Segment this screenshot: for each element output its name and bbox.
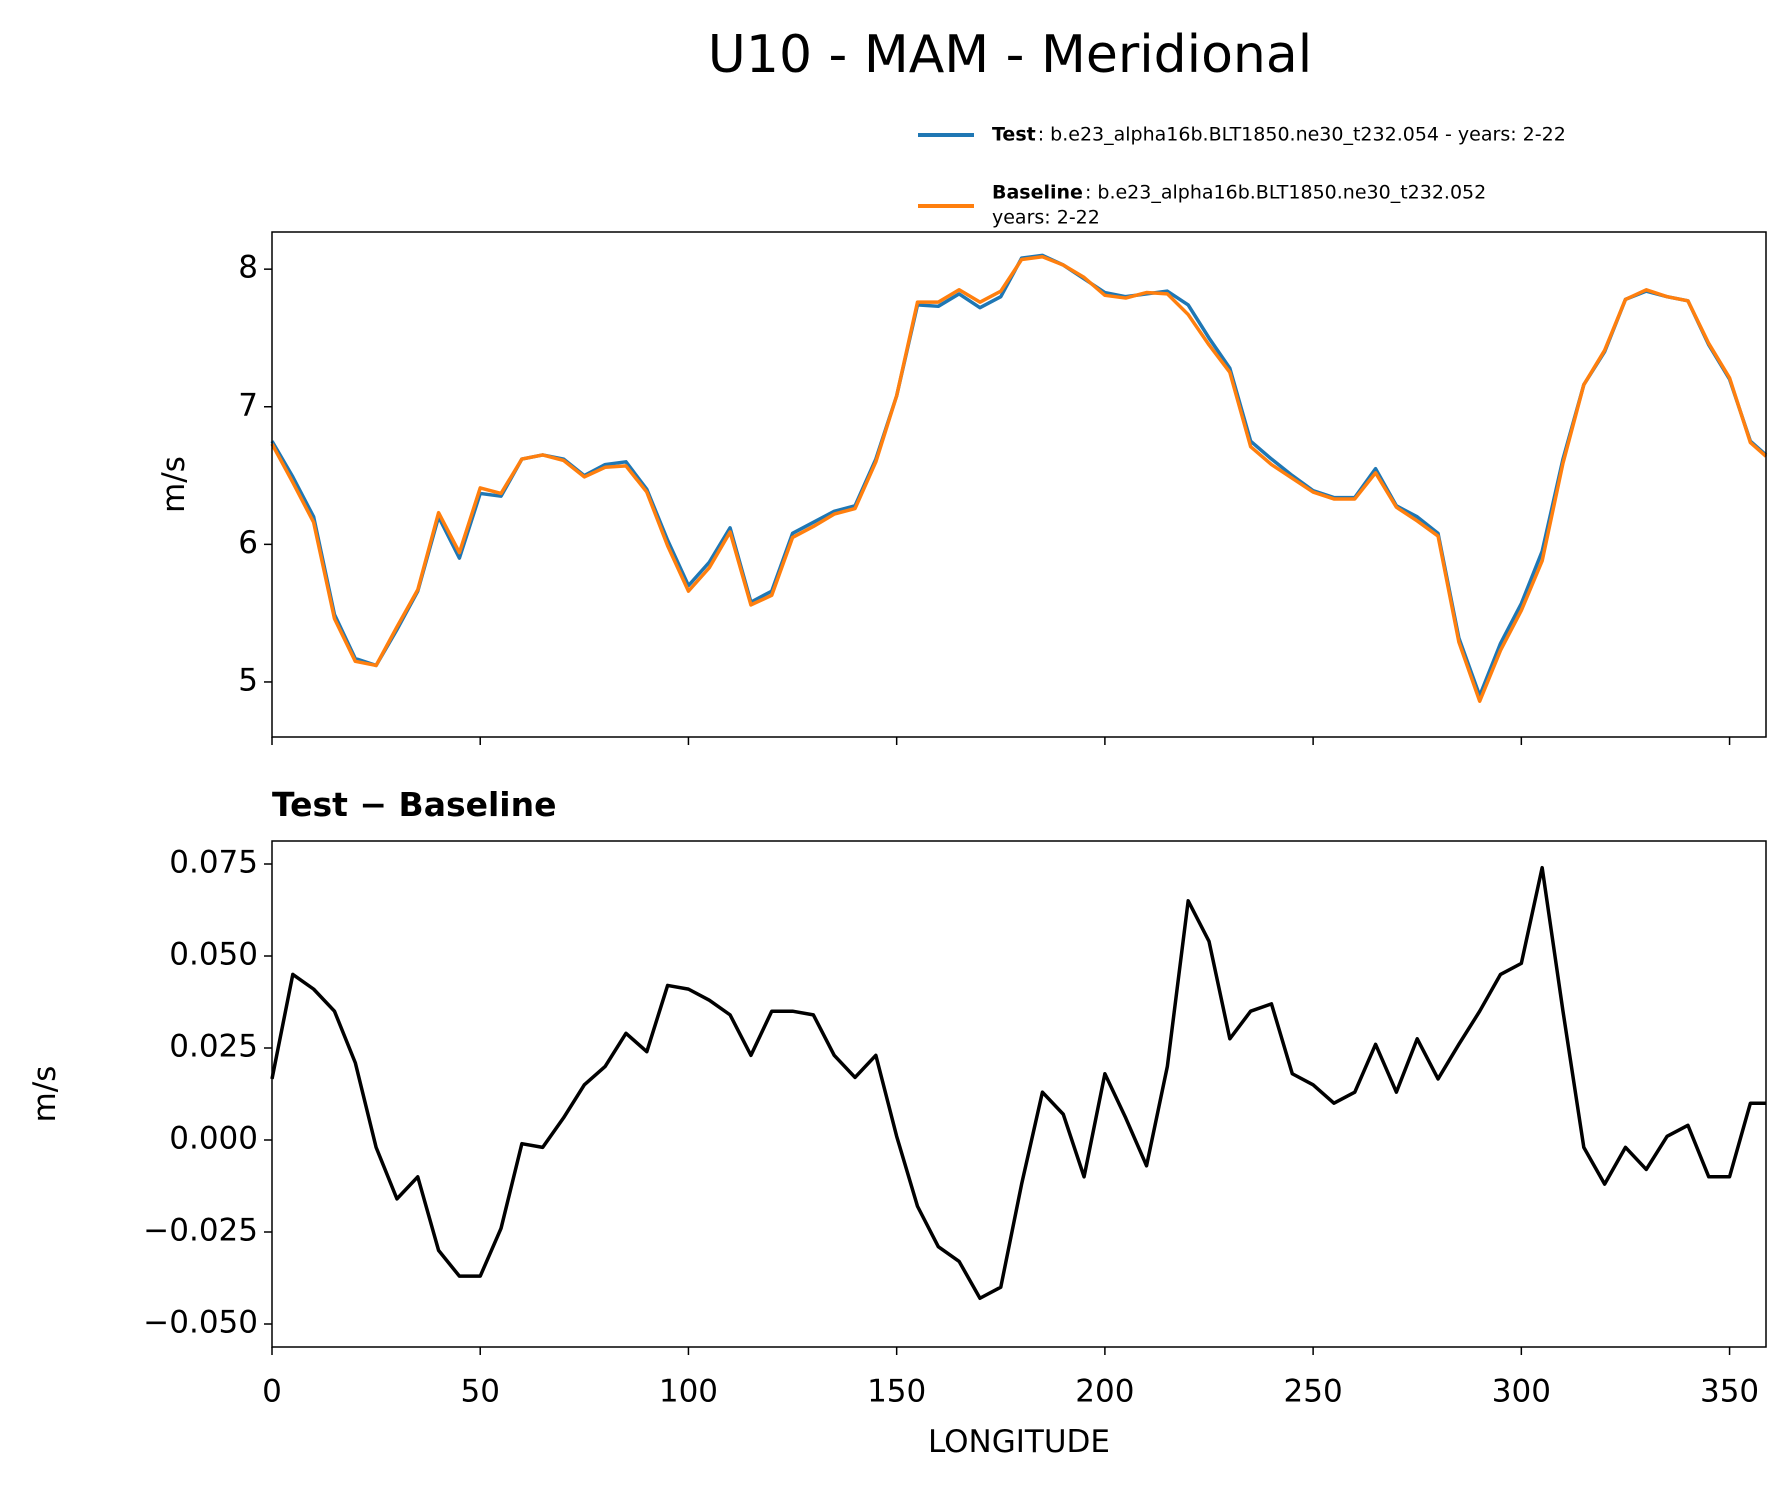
legend-description: : b.e23_alpha16b.BLT1850.ne30_t232.052: [1085, 182, 1486, 204]
legend-description: : b.e23_alpha16b.BLT1850.ne30_t232.054 -…: [1038, 124, 1566, 146]
data-line: [270, 253, 1768, 698]
y-axis-label: m/s: [156, 456, 192, 513]
y-axis-label: m/s: [27, 1066, 63, 1123]
y-tick-label: 0.000: [169, 1121, 258, 1157]
data-line: [270, 865, 1766, 1300]
y-tick-label: 6: [238, 525, 258, 561]
x-tick-label: 200: [1075, 1374, 1134, 1410]
x-tick-label: 300: [1492, 1374, 1551, 1410]
y-tick-label: −0.050: [143, 1305, 258, 1341]
y-tick-label: 0.050: [169, 937, 258, 973]
data-line: [270, 255, 1768, 703]
x-tick-label: 50: [460, 1374, 499, 1410]
figure-title: U10 - MAM - Meridional: [708, 25, 1312, 85]
legend-name: Baseline: [992, 182, 1083, 204]
y-tick-label: 7: [238, 387, 258, 423]
x-tick-label: 350: [1700, 1374, 1759, 1410]
x-tick-label: 0: [262, 1374, 282, 1410]
legend-name: Test: [992, 124, 1036, 146]
y-tick-label: 5: [238, 662, 258, 698]
x-tick-label: 150: [867, 1374, 926, 1410]
x-axis-label: LONGITUDE: [928, 1424, 1110, 1460]
x-tick-label: 250: [1284, 1374, 1343, 1410]
y-tick-label: 0.075: [169, 845, 258, 881]
x-tick-label: 100: [659, 1374, 718, 1410]
plot-frame: [271, 231, 1767, 738]
plot-frame: [271, 840, 1767, 1348]
y-tick-label: 8: [238, 250, 258, 286]
y-tick-label: 0.025: [169, 1029, 258, 1065]
legend-description: years: 2-22: [992, 207, 1100, 229]
subplot-title: Test − Baseline: [272, 785, 557, 824]
y-tick-label: −0.025: [143, 1213, 258, 1249]
